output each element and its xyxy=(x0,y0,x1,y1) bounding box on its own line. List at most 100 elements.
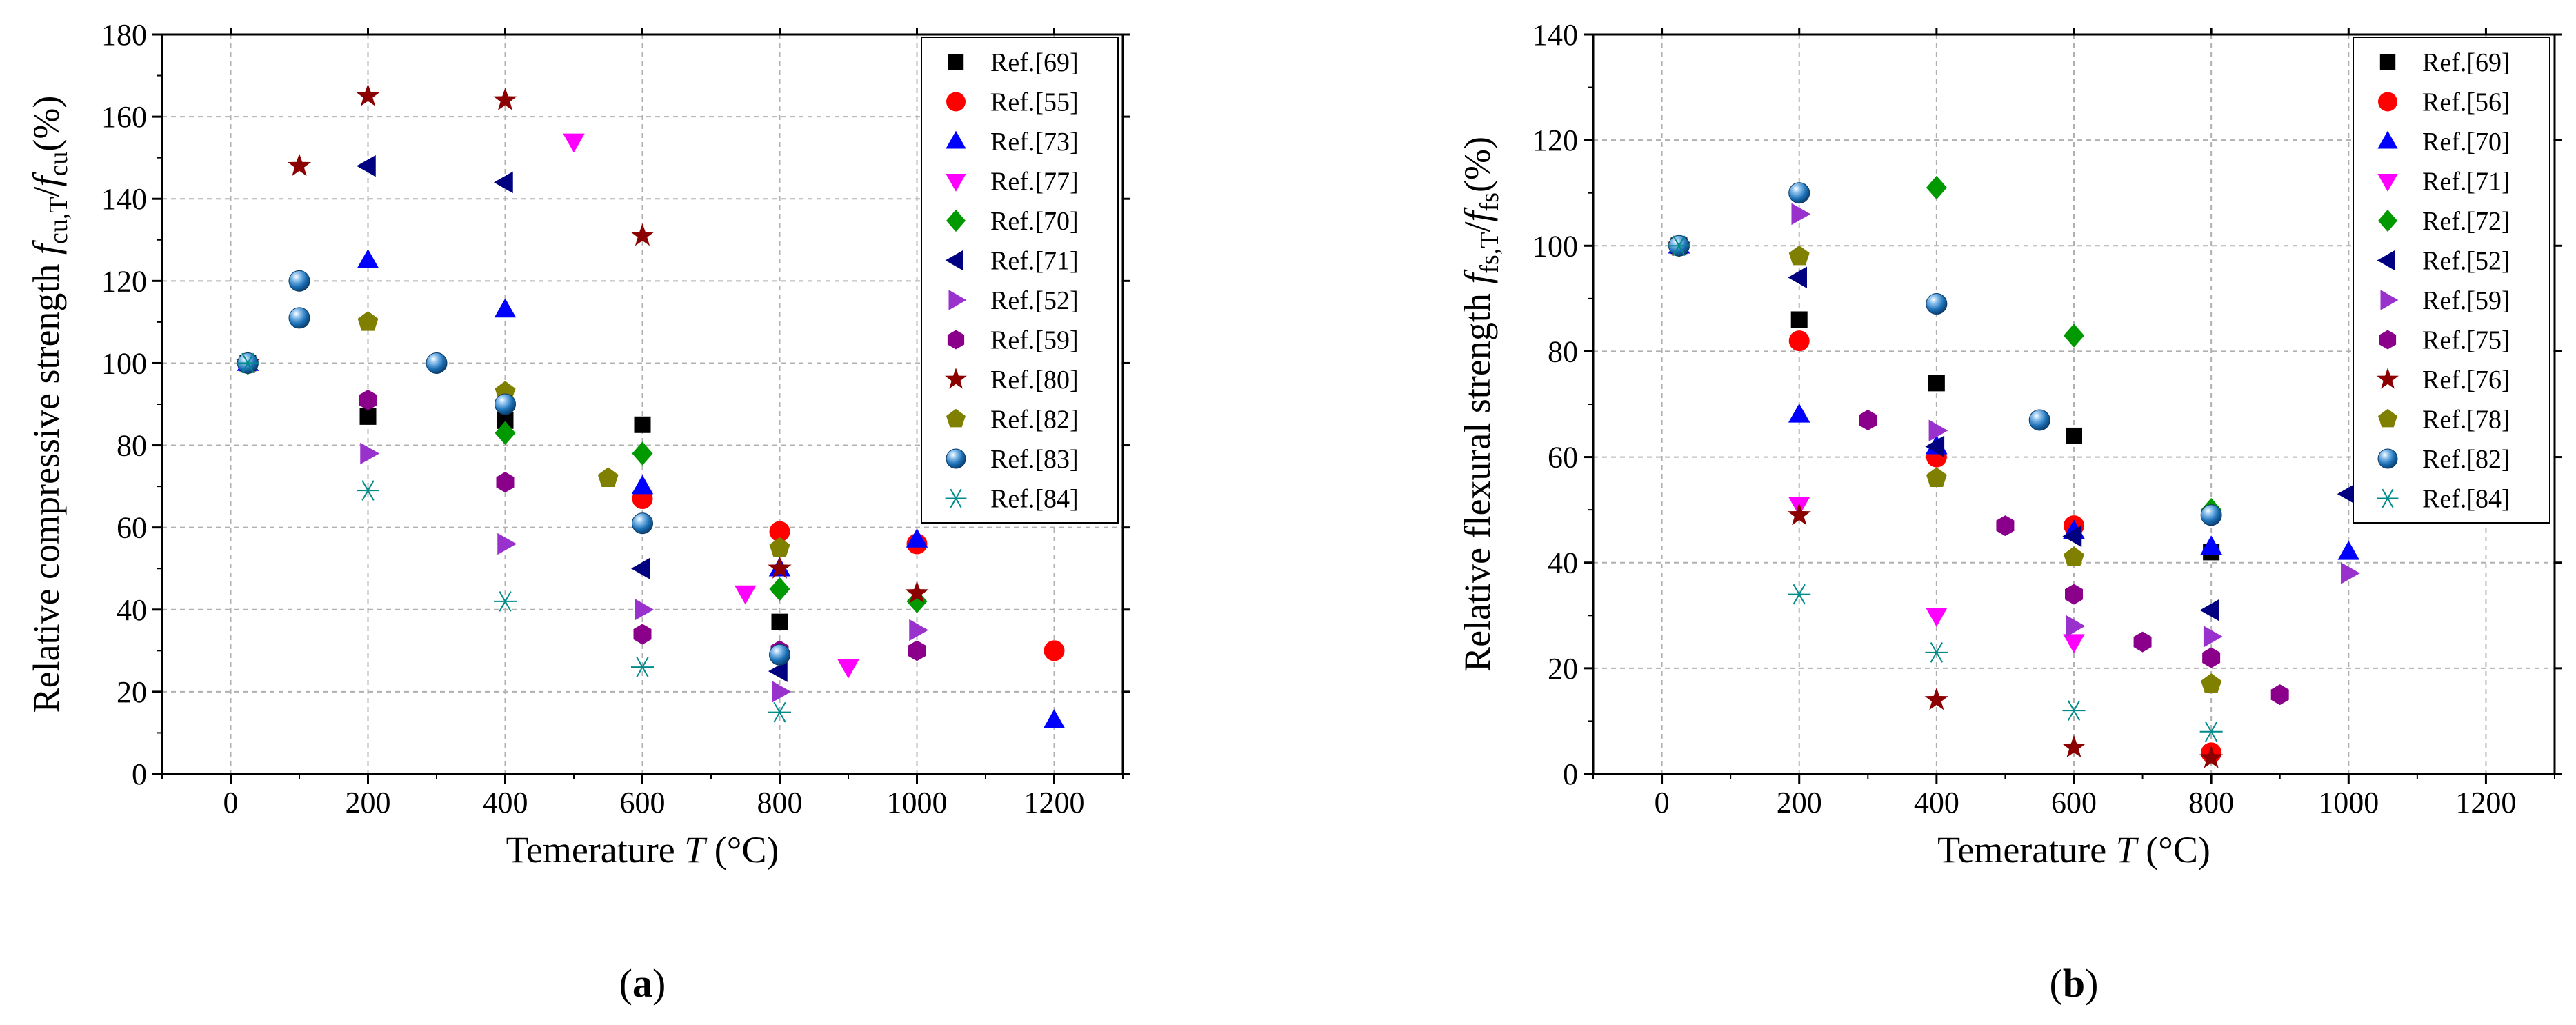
x-axis-label: Temerature T (°C) xyxy=(1937,829,2210,870)
legend-label: Ref.[69] xyxy=(2422,48,2510,77)
series-0 xyxy=(1670,237,2220,561)
data-point xyxy=(287,153,312,177)
y-tick-label: 60 xyxy=(117,511,147,545)
series-1 xyxy=(1668,235,2222,764)
x-tick-label: 0 xyxy=(1655,786,1670,819)
x-tick-label: 200 xyxy=(1777,786,1822,819)
data-point xyxy=(768,701,791,723)
y-tick-label: 20 xyxy=(117,675,147,709)
y-axis-label: Relative flexural strength ffs,T/ffs(%) xyxy=(1457,137,1504,672)
series-10 xyxy=(237,270,790,666)
data-point xyxy=(494,591,517,612)
data-point xyxy=(2337,483,2357,505)
x-axis-label: Temerature T (°C) xyxy=(506,829,779,870)
legend-label: Ref.[75] xyxy=(2422,326,2510,355)
y-tick-label: 140 xyxy=(1532,18,1578,52)
legend-label: Ref.[72] xyxy=(2422,207,2510,236)
data-point xyxy=(357,249,379,268)
data-point xyxy=(1924,687,1948,710)
series-5 xyxy=(1788,266,2357,621)
legend-label: Ref.[69] xyxy=(990,48,1079,77)
data-point xyxy=(1926,608,1948,627)
data-point xyxy=(1788,245,1810,266)
data-point xyxy=(769,644,790,666)
y-tick-label: 100 xyxy=(1532,229,1578,263)
data-point xyxy=(630,223,655,246)
legend-label: Ref.[83] xyxy=(990,445,1079,474)
data-point xyxy=(2133,631,2152,653)
legend-marker xyxy=(948,54,964,70)
data-point xyxy=(288,270,310,292)
data-point xyxy=(356,83,380,106)
legend-label: Ref.[84] xyxy=(990,485,1079,514)
chart-panel-a: 0 200 400 600 800 1000 1200 0 20 40 60 80 100 120 140 1… xyxy=(26,18,1130,1006)
data-point xyxy=(497,533,517,555)
data-point xyxy=(494,171,513,194)
x-tick-label: 800 xyxy=(2188,786,2234,819)
data-point xyxy=(360,442,379,465)
data-point xyxy=(906,528,928,548)
y-tick-label: 60 xyxy=(1548,441,1578,475)
legend-marker xyxy=(2377,130,2398,149)
data-point xyxy=(735,585,757,605)
x-tick-label: 800 xyxy=(757,786,803,819)
data-point xyxy=(631,475,654,495)
legend-label: Ref.[77] xyxy=(990,168,1079,197)
y-tick-label: 40 xyxy=(1548,546,1578,580)
legend-label: Ref.[71] xyxy=(990,247,1079,276)
series-4 xyxy=(237,351,928,614)
data-point xyxy=(2062,525,2082,548)
data-point xyxy=(563,133,585,153)
legend-marker xyxy=(946,209,966,232)
data-point xyxy=(495,421,516,445)
data-point xyxy=(496,472,515,493)
data-point xyxy=(632,512,653,535)
legend-label: Ref.[76] xyxy=(2422,366,2510,395)
y-tick-label: 80 xyxy=(1548,335,1578,368)
series-11 xyxy=(1667,235,2223,742)
data-point xyxy=(769,577,790,601)
data-point xyxy=(769,537,790,557)
legend-marker xyxy=(2380,290,2399,310)
data-point xyxy=(1667,235,1690,257)
legend-label: Ref.[55] xyxy=(990,88,1079,117)
legend-marker xyxy=(946,130,966,149)
data-point xyxy=(631,657,654,678)
data-point xyxy=(1044,640,1065,661)
legend-marker xyxy=(946,92,966,112)
legend-marker xyxy=(945,368,967,389)
series-7 xyxy=(359,390,926,661)
data-point xyxy=(2199,746,2224,768)
y-tick-label: 20 xyxy=(1548,652,1578,686)
y-tick-label: 100 xyxy=(101,346,147,380)
data-point xyxy=(426,352,448,374)
data-point xyxy=(771,613,788,630)
legend-label: Ref.[78] xyxy=(2422,406,2510,435)
data-point xyxy=(1788,584,1811,605)
legend-label: Ref.[59] xyxy=(990,326,1079,355)
data-point xyxy=(1928,375,1945,392)
series-6 xyxy=(1791,203,2360,648)
data-point xyxy=(768,660,788,682)
y-tick-label: 120 xyxy=(1532,123,1578,157)
data-point xyxy=(2066,615,2086,637)
data-point xyxy=(2270,684,2289,706)
data-point xyxy=(909,619,928,641)
y-tick-label: 80 xyxy=(117,429,147,463)
legend-label: Ref.[73] xyxy=(990,128,1079,157)
data-point xyxy=(2337,540,2360,560)
data-point xyxy=(1788,182,1810,204)
legend-label: Ref.[59] xyxy=(2422,286,2510,315)
data-point xyxy=(769,521,790,542)
data-point xyxy=(772,681,791,703)
axis-ticks xyxy=(152,28,1130,784)
legend-marker xyxy=(2377,174,2398,192)
x-tick-label: 600 xyxy=(620,786,666,819)
x-tick-label: 1000 xyxy=(2318,786,2379,819)
legend-marker xyxy=(947,330,965,350)
data-point xyxy=(635,599,654,621)
data-points xyxy=(236,83,1066,728)
data-point xyxy=(1996,515,2015,537)
data-point xyxy=(2064,546,2084,566)
data-point xyxy=(357,480,379,501)
